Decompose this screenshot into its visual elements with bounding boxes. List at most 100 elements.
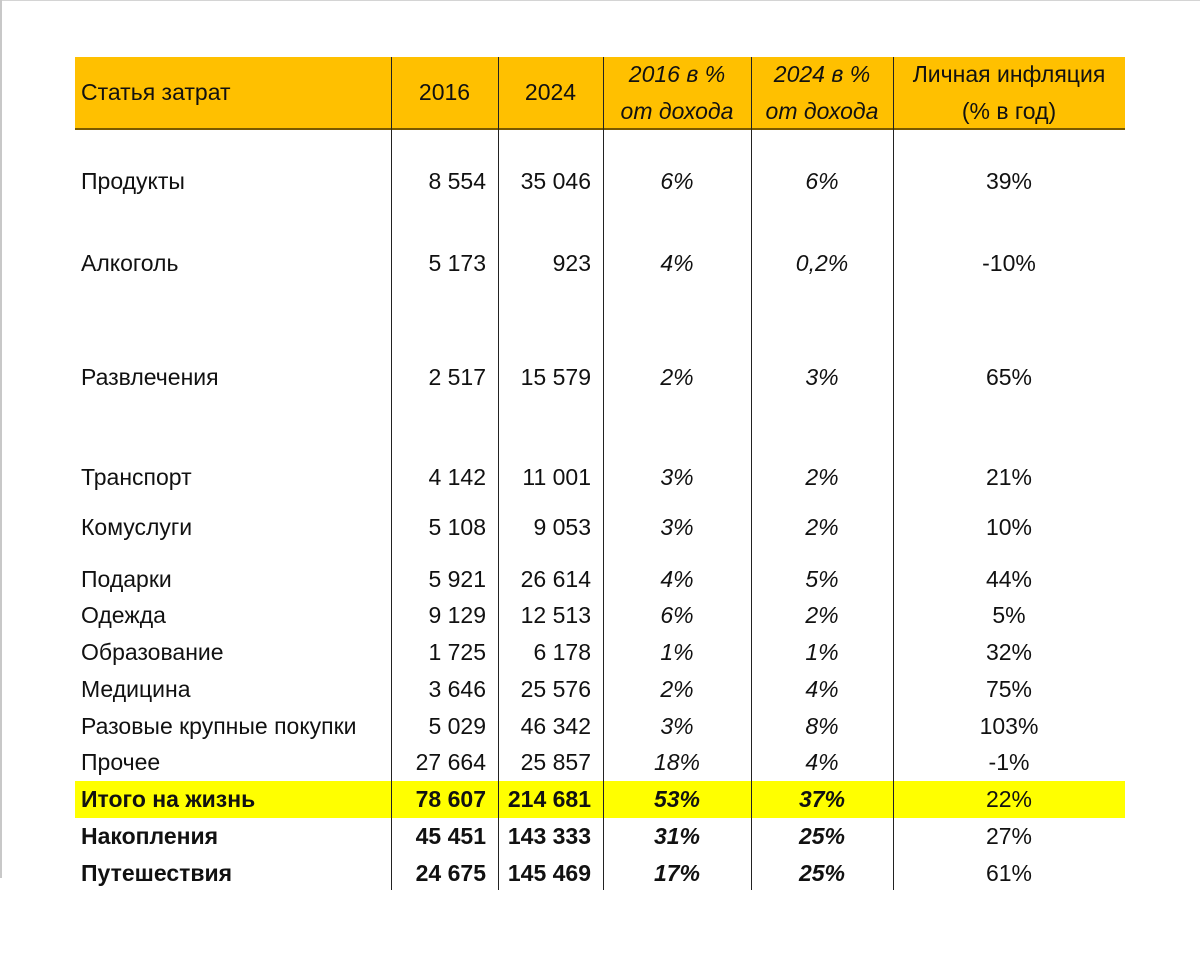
header-pct-2016-line1: 2016 в % (628, 60, 726, 87)
cell-inflation: 5% (992, 602, 1026, 628)
cell-inflation: 39% (985, 168, 1033, 194)
cell-item: Продукты (81, 168, 185, 194)
cell-pct-2024: 6% (805, 168, 839, 194)
cell-pct-2024: 2% (805, 464, 839, 490)
cell-pct-2024: 5% (805, 566, 839, 592)
cell-item: Образование (81, 639, 224, 665)
cell-2016: 5 921 (428, 566, 486, 592)
cell-pct-2016: 6% (660, 602, 694, 628)
cell-2024: 9 053 (533, 514, 591, 540)
cell-item: Подарки (81, 566, 172, 592)
cell-pct-2016: 18% (653, 749, 701, 775)
header-pct-2016-line2: от дохода (620, 97, 734, 124)
header-inflation-line1: Личная инфляция (912, 60, 1106, 87)
cell-pct-2016: 53% (653, 786, 701, 812)
table-row: Подарки 5 921 26 614 4% 5% 44% (75, 561, 1125, 598)
cell-inflation: -1% (988, 749, 1030, 775)
table-row: Алкоголь 5 173 923 4% 0,2% -10% (75, 245, 1125, 282)
header-inflation: Личная инфляция (% в год) (893, 57, 1125, 128)
header-2016: 2016 (418, 79, 471, 105)
cell-item: Итого на жизнь (81, 786, 256, 812)
cell-2016: 78 607 (415, 786, 486, 812)
frame-left-edge (0, 0, 2, 878)
table-row: Образование 1 725 6 178 1% 1% 32% (75, 634, 1125, 671)
cell-2016: 45 451 (415, 823, 486, 849)
cell-pct-2016: 3% (660, 514, 694, 540)
total-row: Итого на жизнь 78 607 214 681 53% 37% 22% (75, 781, 1125, 818)
cell-pct-2024: 2% (805, 514, 839, 540)
cell-pct-2024: 0,2% (795, 250, 849, 276)
header-2024: 2024 (524, 79, 577, 105)
header-pct-2016: 2016 в % от дохода (603, 57, 751, 128)
table-row: Комуслуги 5 108 9 053 3% 2% 10% (75, 509, 1125, 546)
cell-2024: 15 579 (520, 364, 591, 390)
cell-pct-2024: 25% (798, 860, 846, 886)
cell-pct-2016: 4% (660, 250, 694, 276)
cell-2024: 35 046 (520, 168, 591, 194)
column-divider (751, 57, 752, 890)
cell-pct-2016: 3% (660, 464, 694, 490)
cell-item: Одежда (81, 602, 166, 628)
cell-2016: 5 108 (428, 514, 486, 540)
cell-pct-2016: 2% (660, 676, 694, 702)
cell-inflation: 21% (985, 464, 1033, 490)
column-divider (391, 57, 392, 890)
frame-top-edge (0, 0, 1200, 1)
cell-item: Накопления (81, 823, 219, 849)
cell-2024: 143 333 (507, 823, 591, 849)
expense-table: Статья затрат 2016 2024 2016 в % от дохо… (75, 57, 1125, 890)
cell-item: Транспорт (81, 464, 192, 490)
cell-pct-2024: 4% (805, 676, 839, 702)
cell-item: Развлечения (81, 364, 219, 390)
cell-2016: 4 142 (428, 464, 486, 490)
cell-item: Разовые крупные покупки (81, 713, 357, 739)
cell-pct-2024: 25% (798, 823, 846, 849)
cell-2024: 26 614 (520, 566, 591, 592)
cell-2024: 46 342 (520, 713, 591, 739)
cell-2024: 214 681 (507, 786, 591, 812)
cell-item: Путешествия (81, 860, 233, 886)
cell-inflation: 65% (985, 364, 1033, 390)
header-item: Статья затрат (81, 79, 231, 105)
cell-pct-2024: 4% (805, 749, 839, 775)
cell-item: Комуслуги (81, 514, 193, 540)
cell-2024: 145 469 (507, 860, 591, 886)
cell-2024: 25 576 (520, 676, 591, 702)
cell-pct-2024: 2% (805, 602, 839, 628)
cell-pct-2024: 8% (805, 713, 839, 739)
cell-pct-2016: 3% (660, 713, 694, 739)
column-divider (603, 57, 604, 890)
header-pct-2024: 2024 в % от дохода (751, 57, 893, 128)
column-divider (498, 57, 499, 890)
table-row: Разовые крупные покупки 5 029 46 342 3% 8% 10… (75, 708, 1125, 745)
cell-2024: 6 178 (533, 639, 591, 665)
cell-2024: 25 857 (520, 749, 591, 775)
cell-2024: 12 513 (520, 602, 591, 628)
cell-pct-2024: 1% (805, 639, 839, 665)
header-inflation-line2: (% в год) (961, 97, 1057, 124)
cell-2016: 2 517 (428, 364, 486, 390)
cell-inflation: 103% (979, 713, 1039, 739)
cell-2016: 8 554 (428, 168, 486, 194)
header-pct-2024-line2: от дохода (765, 97, 879, 124)
cell-inflation: 27% (985, 823, 1033, 849)
cell-2016: 1 725 (428, 639, 486, 665)
cell-pct-2024: 37% (798, 786, 846, 812)
cell-inflation: 61% (985, 860, 1033, 886)
cell-item: Прочее (81, 749, 161, 775)
cell-2016: 24 675 (415, 860, 486, 886)
cell-pct-2016: 4% (660, 566, 694, 592)
table-row: Прочее 27 664 25 857 18% 4% -1% (75, 744, 1125, 781)
cell-inflation: 10% (985, 514, 1033, 540)
table-row: Продукты 8 554 35 046 6% 6% 39% (75, 163, 1125, 200)
cell-pct-2016: 31% (653, 823, 701, 849)
cell-pct-2016: 1% (660, 639, 694, 665)
cell-2016: 5 173 (428, 250, 486, 276)
table-row: Одежда 9 129 12 513 6% 2% 5% (75, 597, 1125, 634)
cell-2024: 11 001 (522, 464, 591, 490)
table-row: Развлечения 2 517 15 579 2% 3% 65% (75, 359, 1125, 396)
table-row: Путешествия 24 675 145 469 17% 25% 61% (75, 855, 1125, 892)
cell-inflation: -10% (982, 250, 1036, 276)
cell-pct-2016: 17% (653, 860, 701, 886)
cell-2016: 3 646 (428, 676, 486, 702)
